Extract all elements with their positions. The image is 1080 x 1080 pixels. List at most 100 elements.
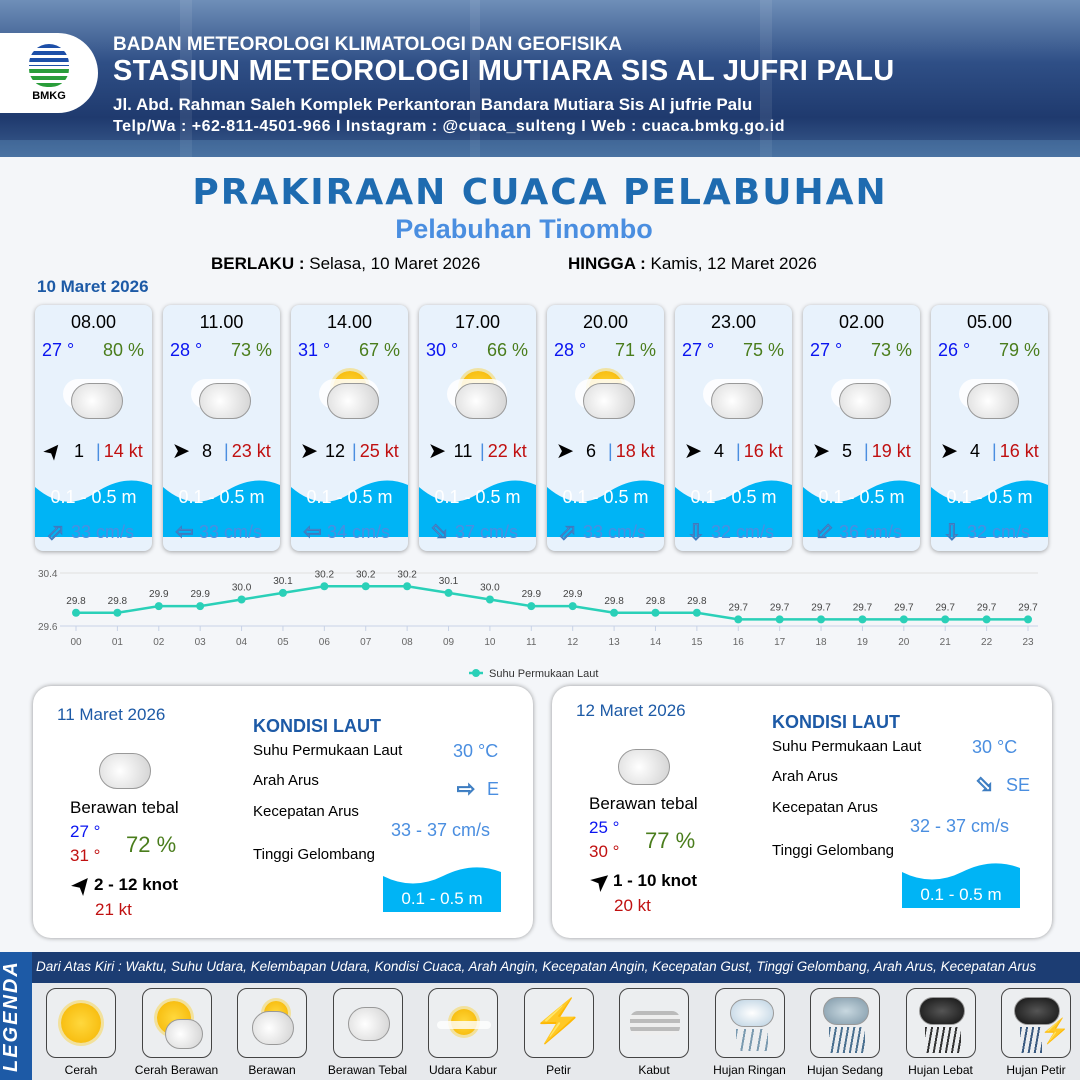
humidity: 71 % [614,340,656,360]
daily-panel: 12 Maret 2026 Berawan tebal 25 ° 30 ° 77… [552,686,1052,938]
weather-condition: Berawan tebal [70,798,179,817]
cloud-icon [199,383,251,419]
humidity: 80 % [102,340,144,360]
gust-speed: 22 kt [487,440,527,461]
light-rain-icon [714,988,785,1058]
current-speed: 32 cm/s [711,521,775,542]
current-direction-label: Arah Arus [772,768,838,785]
port-name: Pelabuhan Tinombo [395,214,653,244]
data-point [941,615,950,624]
weather-icon-berawan-tebal [91,741,153,791]
wind-info: ➤ 8 | 23 kt [169,438,277,464]
gust-speed: 18 kt [615,440,655,461]
legend-item-thunderstorm: ⚡ Hujan Petir [986,988,1080,1080]
wave-height: 0.1 - 0.5 m [690,487,777,507]
wind-speed-range: 2 - 12 knot [94,875,179,894]
air-temperature: 27 ° [42,340,75,360]
data-point [403,582,412,591]
legend-item-sun: Cerah [31,988,131,1080]
forecast-card: 17.00 30 ° 66 % ➤ 11 | 22 kt 0.1 - 0.5 m ⇨ 3… [419,305,536,551]
x-tick-label: 10 [484,637,496,648]
data-label: 29.7 [770,602,790,613]
data-point [444,588,453,597]
thunderstorm-icon: ⚡ [1001,988,1071,1058]
gust-speed: 16 kt [999,440,1039,461]
legend-series-name[interactable]: Suhu Permukaan Laut [489,668,598,680]
current-info: ⇨ 33 cm/s [40,516,134,548]
sst-series-line [76,585,1028,621]
forecast-time: 02.00 [838,312,885,332]
current-info: ⇨ 33 cm/s [552,516,646,548]
data-label: 29.7 [811,602,831,613]
wind-direction-arrow-icon: ➤ [585,865,616,897]
legend-item-cloud: Berawan Tebal [318,988,418,1080]
x-tick-label: 03 [195,637,207,648]
current-info: ⇨ 32 cm/s [937,519,1031,545]
data-label: 29.7 [894,602,914,613]
x-tick-label: 08 [402,637,414,648]
wind-direction-arrow-icon: ➤ [939,438,959,463]
legend-item-lightning: ⚡ Petir [509,988,609,1080]
current-speed: 36 cm/s [839,521,903,542]
x-tick-label: 13 [609,637,621,648]
wave-icon [35,480,152,537]
wave-icon [419,480,536,537]
wind-direction-arrow-icon: ➤ [555,438,575,463]
sun-cloud-icon [141,988,212,1058]
wind-info: ➤ 1 - 10 knot [586,865,698,896]
legend-item-haze: Udara Kabur [413,988,513,1080]
x-tick-label: 20 [898,637,910,648]
wave-icon [803,480,920,537]
legend-marker [472,669,480,677]
data-label: 29.7 [729,602,749,613]
gust-speed: 16 kt [743,440,783,461]
cloud-icon [967,383,1019,419]
forecast-card: 11.00 28 ° 73 % ➤ 8 | 23 kt 0.1 - 0.5 m ⇨ 33… [163,305,280,551]
x-tick-label: 05 [277,637,289,648]
current-direction-label: Arah Arus [253,772,319,789]
air-temperature: 27 ° [810,340,843,360]
current-speed-value: 33 - 37 cm/s [391,820,491,840]
wave-icon [931,480,1048,537]
data-point [858,615,867,624]
weather-icon-berawan-tebal [831,371,893,421]
forecast-time: 14.00 [326,312,373,332]
wave-height: 0.1 - 0.5 m [50,487,137,507]
data-label: 30.1 [439,576,459,587]
sst-value: 30 °C [453,741,499,761]
x-tick-label: 04 [236,637,248,648]
air-temperature: 28 ° [170,340,203,360]
x-tick-label: 15 [691,637,703,648]
sea-condition-title: KONDISI LAUT [253,716,381,736]
x-tick-label: 19 [857,637,869,648]
data-label: 29.8 [687,596,707,607]
panel-date: 11 Maret 2026 [57,705,166,724]
weather-icon-berawan [447,371,509,421]
y-tick-label: 29.6 [38,622,58,633]
current-direction-value: ⇨ E [451,776,499,802]
wind-speed: 12 [324,440,346,461]
wave-height-label: Tinggi Gelombang [253,846,376,863]
legend-item-label: Hujan Sedang [806,1063,884,1077]
cloud-icon [327,383,379,419]
humidity: 72 % [126,832,177,857]
data-point [485,595,494,604]
page-title: PRAKIRAAN CUACA PELABUHAN [192,172,888,213]
wave-icon [675,480,792,537]
wind-speed: 5 [841,440,852,461]
current-direction-value: ⇨ SE [969,769,1030,801]
x-tick-label: 11 [526,637,537,648]
wave-height-label: Tinggi Gelombang [772,842,895,859]
x-tick-label: 17 [774,637,786,648]
humidity: 66 % [486,340,528,360]
wind-speed: 6 [585,440,596,461]
weather-icon-berawan-tebal [703,371,765,421]
data-point [775,615,784,624]
legend-item-label: Berawan [248,1063,296,1077]
forecast-time: 11.00 [199,312,244,332]
data-point [113,608,122,617]
forecast-card: 20.00 28 ° 71 % ➤ 6 | 18 kt 0.1 - 0.5 m ⇨ 33… [547,305,664,551]
daily-panel: 11 Maret 2026 Berawan tebal 27 ° 31 ° 72… [33,686,533,938]
cloud-icon [99,753,151,789]
x-tick-label: 23 [1022,637,1034,648]
